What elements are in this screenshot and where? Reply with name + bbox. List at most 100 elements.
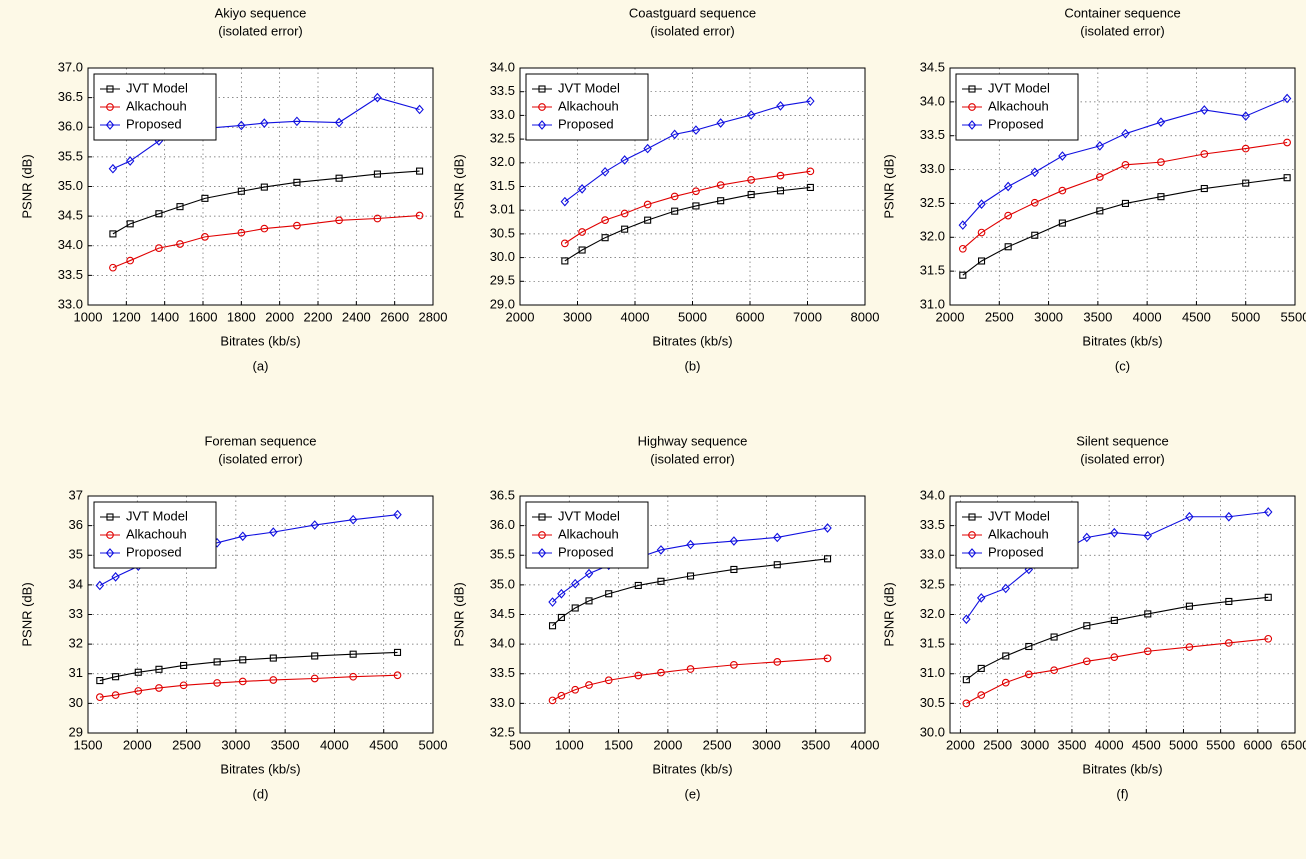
marker-diamond bbox=[1058, 151, 1067, 161]
marker-circle bbox=[335, 216, 343, 225]
marker-diamond bbox=[962, 614, 971, 625]
marker-circle bbox=[1001, 678, 1010, 687]
marker-square bbox=[293, 178, 301, 186]
marker-circle bbox=[1110, 653, 1119, 662]
marker-diamond bbox=[643, 143, 652, 154]
series-line bbox=[552, 657, 828, 701]
marker-circle bbox=[260, 224, 269, 233]
legend-label: JVT Model bbox=[558, 508, 620, 523]
marker-square bbox=[416, 167, 424, 175]
marker-diamond bbox=[776, 101, 785, 111]
marker-circle bbox=[657, 668, 665, 677]
legend: JVT Model Alkachouh Proposed bbox=[93, 501, 217, 569]
chart-subtitle: (isolated error) bbox=[1080, 451, 1165, 466]
x-tick-label: 5000 bbox=[1169, 737, 1198, 752]
marker-square bbox=[96, 677, 104, 685]
plot-frame bbox=[519, 495, 866, 734]
marker-circle bbox=[604, 676, 613, 685]
marker-circle bbox=[176, 240, 184, 248]
x-tick-label: 3500 bbox=[1083, 309, 1112, 324]
marker-square bbox=[1031, 231, 1039, 239]
marker-circle bbox=[269, 676, 278, 684]
marker-circle bbox=[601, 216, 609, 225]
marker-diamond bbox=[806, 96, 815, 107]
y-tick-label: 36.0 bbox=[58, 119, 83, 134]
x-tick-label: 3000 bbox=[1034, 309, 1063, 324]
plot-frame bbox=[87, 67, 434, 306]
y-axis-label: PSNR (dB) bbox=[19, 154, 34, 218]
marker-square bbox=[1185, 602, 1193, 610]
x-tick-label: 5000 bbox=[678, 309, 707, 324]
marker-square bbox=[213, 658, 221, 666]
chart-subtitle: (isolated error) bbox=[650, 23, 735, 38]
marker-circle bbox=[1157, 158, 1165, 166]
legend-label: JVT Model bbox=[988, 508, 1050, 523]
caption: (c) bbox=[1115, 358, 1130, 373]
marker-circle bbox=[1143, 647, 1152, 656]
marker-diamond bbox=[958, 220, 968, 230]
y-tick-label: 34 bbox=[69, 576, 83, 591]
marker-square bbox=[968, 513, 976, 521]
x-axis-label: Bitrates (kb/s) bbox=[1082, 761, 1162, 776]
y-axis-label: PSNR (dB) bbox=[451, 582, 466, 646]
marker-diamond bbox=[238, 531, 247, 542]
series-line bbox=[564, 186, 811, 262]
marker-square bbox=[106, 85, 114, 93]
panel: 2000 3000 4000 5000 6000 7000 8000 29.0 29.5 30.0… bbox=[451, 5, 879, 373]
marker-square bbox=[1242, 179, 1250, 187]
marker-square bbox=[155, 665, 163, 673]
marker-square bbox=[605, 590, 613, 598]
marker-diamond bbox=[670, 129, 679, 140]
y-tick-label: 33.5 bbox=[490, 83, 515, 98]
x-tick-label: 2400 bbox=[342, 309, 371, 324]
marker-diamond bbox=[1095, 141, 1105, 151]
marker-square bbox=[201, 194, 209, 202]
marker-square bbox=[634, 581, 642, 590]
marker-square bbox=[106, 513, 114, 521]
legend-label: Proposed bbox=[126, 116, 182, 131]
y-tick-label: 33.0 bbox=[490, 107, 515, 122]
marker-circle bbox=[1058, 186, 1067, 195]
marker-diamond bbox=[620, 155, 629, 165]
marker-square bbox=[155, 210, 163, 218]
marker-square bbox=[959, 271, 967, 279]
y-tick-label: 33.5 bbox=[58, 267, 83, 282]
series-line bbox=[552, 558, 828, 627]
marker-circle bbox=[95, 693, 104, 702]
y-tick-label: 30.5 bbox=[920, 695, 945, 710]
marker-square bbox=[1004, 243, 1012, 251]
y-tick-label: 31.5 bbox=[920, 636, 945, 651]
caption: (e) bbox=[685, 786, 701, 801]
x-tick-label: 2800 bbox=[419, 309, 448, 324]
marker-circle bbox=[538, 103, 546, 111]
y-tick-label: 32.5 bbox=[920, 576, 945, 591]
marker-square bbox=[1058, 219, 1066, 227]
x-tick-label: 5500 bbox=[1281, 309, 1306, 324]
x-tick-label: 2000 bbox=[653, 737, 682, 752]
y-tick-label: 31.0 bbox=[920, 296, 945, 311]
legend-label: JVT Model bbox=[126, 80, 188, 95]
x-tick-label: 4000 bbox=[621, 309, 650, 324]
x-tick-label: 1600 bbox=[189, 309, 218, 324]
marker-diamond bbox=[1030, 167, 1040, 178]
y-tick-label: 32.0 bbox=[920, 229, 945, 244]
marker-circle bbox=[1024, 670, 1033, 679]
marker-circle bbox=[557, 691, 566, 700]
marker-square bbox=[977, 664, 985, 672]
x-tick-label: 2000 bbox=[123, 737, 152, 752]
marker-circle bbox=[1241, 144, 1250, 153]
marker-diamond bbox=[691, 125, 701, 135]
marker-square bbox=[538, 513, 546, 521]
legend-label: Alkachouh bbox=[126, 526, 187, 541]
caption: (d) bbox=[253, 786, 269, 801]
marker-circle bbox=[730, 661, 738, 669]
series-line bbox=[99, 674, 398, 698]
marker-diamond bbox=[548, 597, 557, 607]
marker-square bbox=[657, 577, 665, 585]
y-tick-label: 33.5 bbox=[490, 665, 515, 680]
marker-square bbox=[1144, 610, 1152, 618]
marker-square bbox=[806, 183, 814, 191]
x-tick-label: 1400 bbox=[150, 309, 179, 324]
marker-circle bbox=[747, 176, 756, 184]
y-tick-label: 31.0 bbox=[920, 665, 945, 680]
